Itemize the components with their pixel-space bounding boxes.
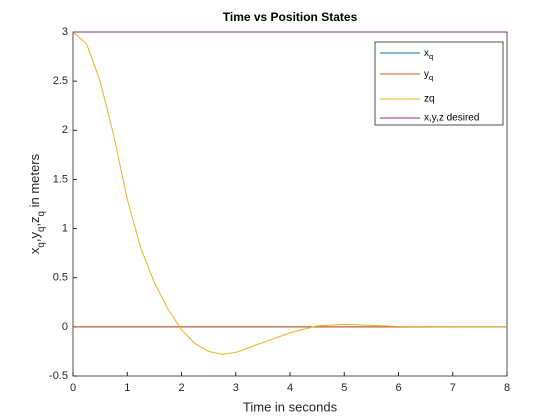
y-tick-label: -0.5 (49, 370, 68, 382)
y-tick-label: 1 (62, 222, 68, 234)
y-tick-label: 0.5 (53, 272, 68, 284)
legend-label: x,y,z desired (424, 113, 479, 124)
x-axis-label: Time in seconds (243, 399, 338, 414)
y-tick-label: 1.5 (53, 173, 68, 185)
text-part: in meters (27, 153, 42, 211)
y-tick-label: 0 (62, 321, 68, 333)
text-part: y (424, 69, 429, 80)
legend-label: yq (424, 69, 433, 83)
x-tick-label: 5 (341, 382, 347, 394)
text-part: q (36, 227, 47, 232)
x-tick-label: 7 (450, 382, 456, 394)
chart-title: Time vs Position States (223, 10, 358, 24)
text-part: x (424, 48, 429, 59)
x-tick-label: 6 (395, 382, 401, 394)
x-tick-label: 8 (504, 382, 510, 394)
x-tick-label: 0 (70, 382, 76, 394)
text-part: x (27, 247, 42, 254)
y-tick-label: 2 (62, 124, 68, 136)
text-part: q (429, 73, 433, 82)
legend-box (374, 41, 504, 126)
text-part: q (429, 52, 433, 61)
text-part: ,y (27, 232, 42, 243)
x-tick-label: 4 (287, 382, 293, 394)
x-tick-label: 2 (178, 382, 184, 394)
y-tick-label: 3 (62, 26, 68, 38)
series-line (72, 31, 507, 355)
text-part: q (36, 242, 47, 247)
y-axis-label: xq,yq,zq in meters (27, 153, 47, 254)
x-tick-label: 3 (233, 382, 239, 394)
y-tick-label: 2.5 (53, 75, 68, 87)
text-part: ,z (27, 216, 42, 226)
x-tick-label: 1 (124, 382, 130, 394)
legend-label: xq (424, 48, 433, 62)
text-part: q (36, 211, 47, 216)
legend-label: zq (424, 94, 435, 105)
